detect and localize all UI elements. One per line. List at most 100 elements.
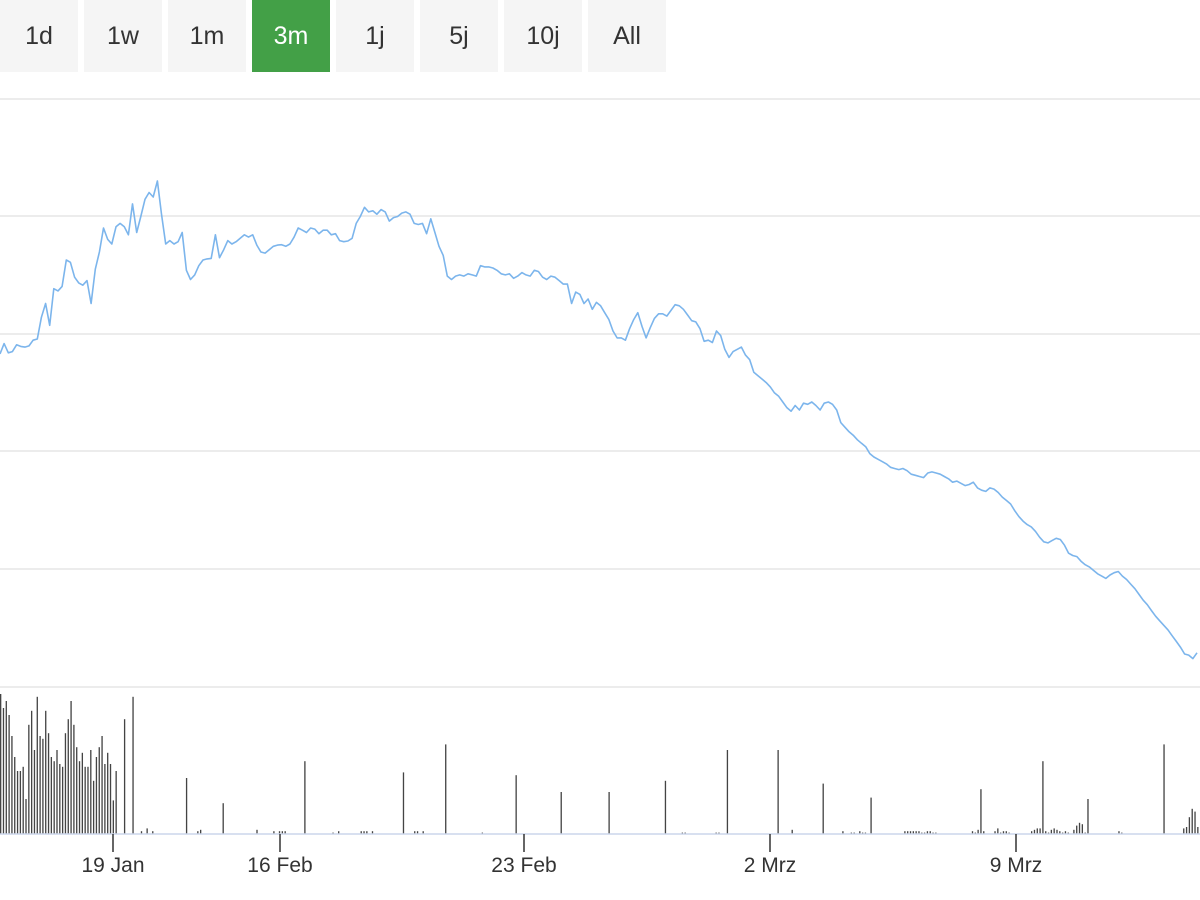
volume-bar [53, 761, 55, 834]
volume-bar [28, 724, 30, 834]
volume-bar [1059, 831, 1061, 834]
volume-bar [2, 708, 5, 834]
volume-bar [1033, 829, 1036, 834]
volume-bar [371, 831, 374, 834]
volume-bar [915, 831, 917, 834]
volume-bar [256, 829, 258, 834]
volume-bar [912, 831, 914, 834]
volume-bar [822, 783, 824, 834]
volume-bar [1087, 799, 1089, 834]
volume-bar [132, 696, 134, 834]
volume-bar [842, 831, 844, 834]
volume-bar [791, 829, 793, 834]
volume-bar [1197, 827, 1199, 834]
volume-bar [16, 771, 19, 834]
x-axis-ticks: 19 Jan 16 Feb 23 Feb 2 Mrz 9 Mrz [81, 834, 1042, 877]
volume-bar [304, 761, 306, 834]
volume-bar [1036, 828, 1038, 834]
volume-bar [1081, 824, 1084, 834]
volume-bar [278, 831, 281, 834]
volume-bar [47, 733, 50, 834]
volume-bar [929, 831, 931, 834]
volume-bar [338, 831, 340, 834]
volume-bar [22, 766, 24, 834]
volume-bar [0, 694, 2, 834]
volume-bar [983, 831, 985, 834]
volume-bar [70, 701, 72, 834]
volume-bar [402, 772, 405, 834]
volume-bar [1118, 831, 1120, 834]
volume-bar [87, 766, 89, 834]
volume-bar [61, 766, 64, 834]
volume-bar [445, 744, 447, 834]
volume-bar [84, 766, 86, 834]
volume-bar [1039, 828, 1041, 834]
volume-bar [95, 757, 98, 834]
volume-bar [115, 771, 117, 834]
range-tab-5j[interactable]: 5j [420, 0, 498, 72]
volume-bar [414, 831, 416, 834]
volume-bar [90, 750, 92, 834]
volume-bar [185, 778, 188, 834]
volume-bar [416, 831, 419, 834]
range-tab-1w[interactable]: 1w [84, 0, 162, 72]
price-line [0, 180, 1198, 660]
range-tab-1j[interactable]: 1j [336, 0, 414, 72]
volume-bar [1042, 761, 1044, 834]
x-tick-label: 9 Mrz [990, 854, 1043, 877]
volume-bar [200, 829, 202, 834]
volume-bar [1185, 827, 1188, 834]
volume-bar [19, 771, 22, 834]
volume-bar [33, 750, 36, 834]
x-tick-label: 23 Feb [491, 854, 556, 877]
range-tab-all[interactable]: All [588, 0, 666, 72]
volume-bar [515, 775, 517, 834]
volume-bar [909, 831, 912, 834]
volume-bar [366, 831, 368, 834]
volume-bar [1163, 744, 1165, 834]
range-tab-3m[interactable]: 3m [252, 0, 330, 72]
volume-bar [5, 701, 7, 834]
volume-bar [1073, 829, 1075, 834]
range-tab-1m[interactable]: 1m [168, 0, 246, 72]
volume-bar [45, 710, 47, 834]
volume-bar [36, 696, 38, 834]
volume-bar [78, 761, 81, 834]
volume-bar [281, 831, 284, 834]
volume-bar [1045, 831, 1047, 834]
volume-bar [664, 780, 667, 834]
volume-bar [422, 831, 424, 834]
volume-bar [977, 829, 979, 834]
volume-bar [360, 831, 362, 834]
volume-bar [870, 797, 872, 834]
volume-bar [997, 828, 999, 834]
volume-bar [107, 752, 109, 834]
volume-bar [152, 831, 154, 834]
volume-bar [926, 831, 929, 834]
volume-bar [918, 831, 920, 834]
volume-bar [1064, 831, 1067, 834]
volume-bar [608, 792, 610, 834]
volume-bar [222, 803, 224, 834]
volume-bars [0, 694, 1199, 834]
volume-bar [112, 800, 114, 834]
volume-bar [859, 831, 861, 834]
volume-bar [64, 733, 67, 834]
volume-bar [1002, 831, 1005, 834]
range-tab-1d[interactable]: 1d [0, 0, 78, 72]
volume-bar [1191, 808, 1193, 834]
volume-bar [1053, 828, 1055, 834]
volume-bar [1188, 817, 1191, 834]
volume-bar [104, 764, 106, 834]
range-tab-10j[interactable]: 10j [504, 0, 582, 72]
volume-bar [8, 715, 10, 834]
volume-bar [777, 750, 779, 834]
volume-bar [59, 764, 61, 834]
volume-bar [76, 747, 78, 834]
volume-bar [56, 750, 58, 834]
volume-bar [98, 747, 100, 834]
volume-bar [1056, 829, 1058, 834]
volume-bar [123, 719, 126, 834]
x-tick-label: 2 Mrz [744, 854, 797, 877]
